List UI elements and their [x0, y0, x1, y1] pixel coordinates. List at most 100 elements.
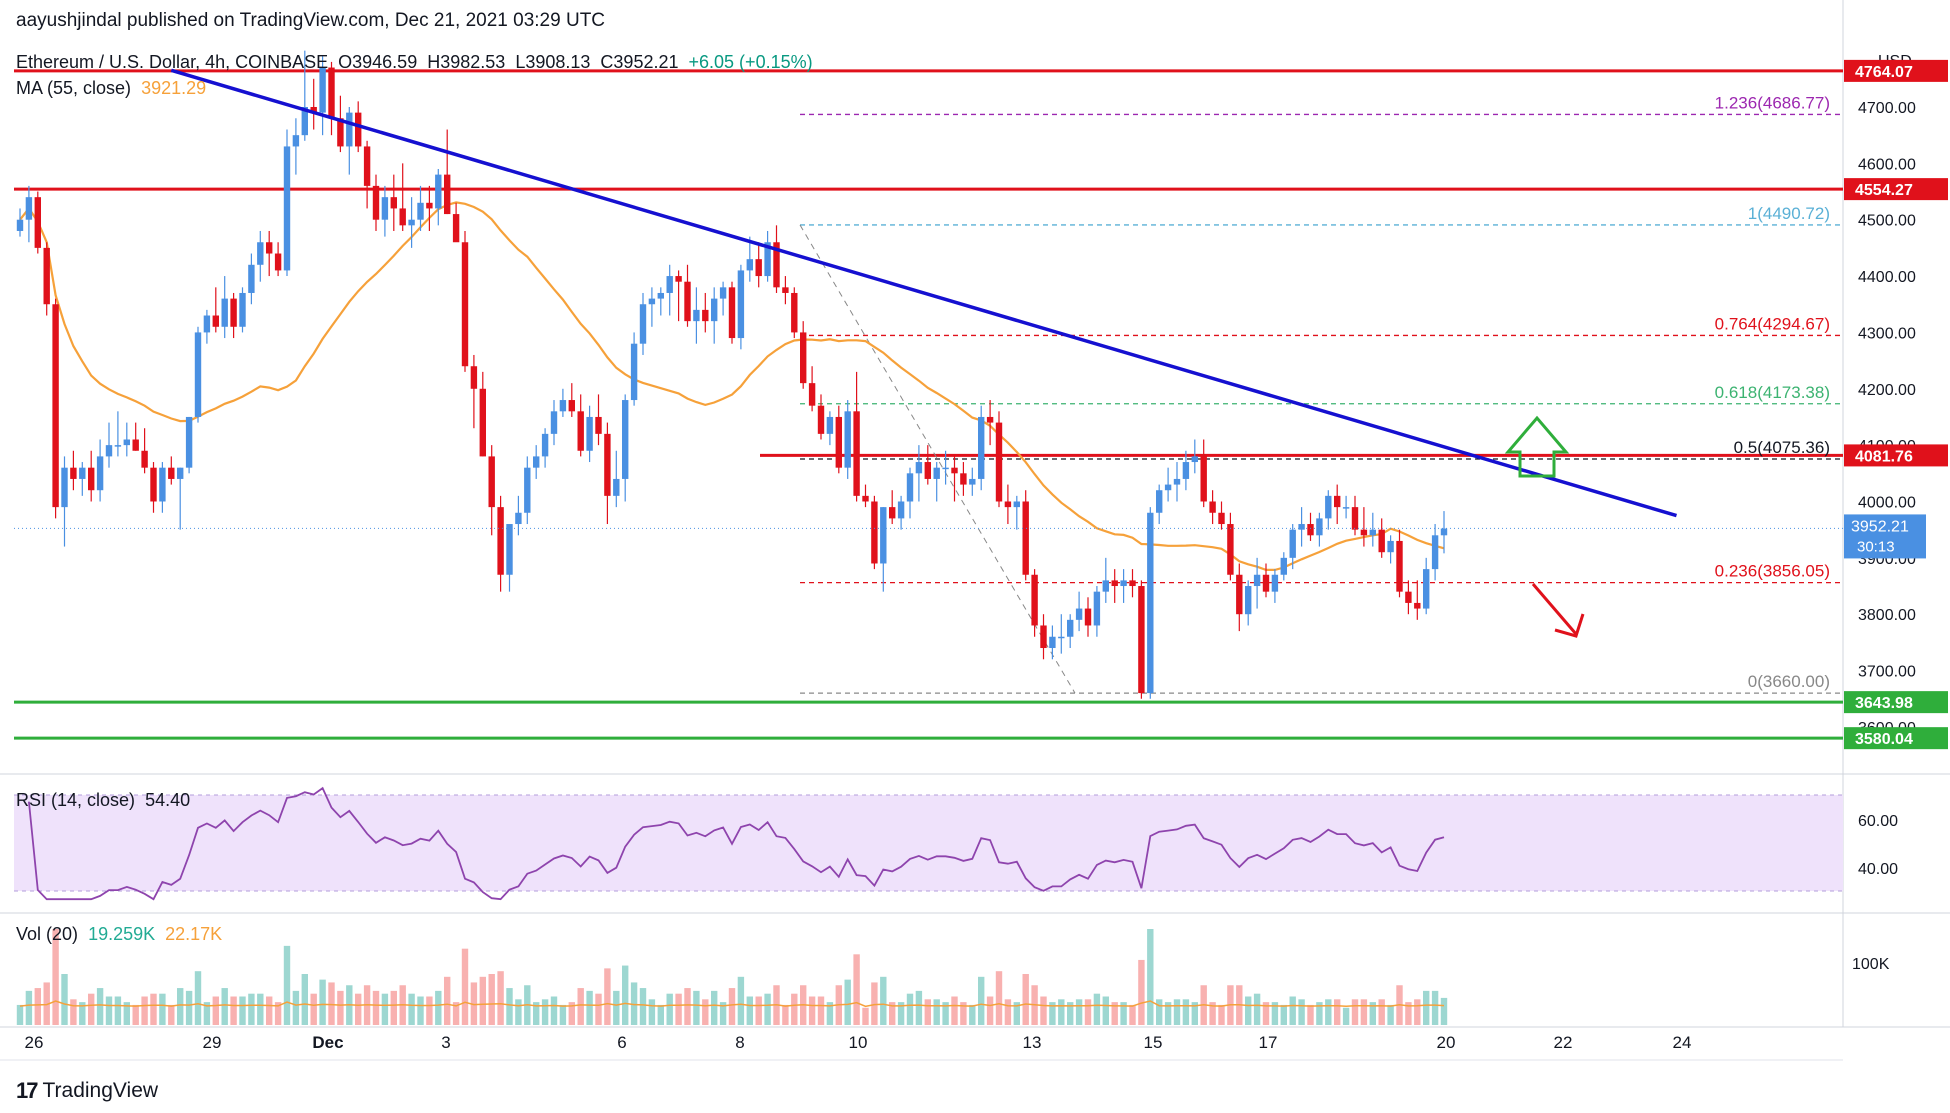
- candle-body: [1369, 529, 1376, 536]
- candle-body: [150, 467, 157, 502]
- volume-bar: [132, 1004, 139, 1025]
- candle-body: [1031, 574, 1038, 626]
- time-tick-label: 26: [25, 1033, 44, 1052]
- candle-body: [1236, 574, 1243, 615]
- candle-body: [426, 202, 433, 209]
- price-tick-label: 4200.00: [1858, 382, 1916, 399]
- volume-bar: [150, 993, 157, 1025]
- level-price-label: 4554.27: [1855, 182, 1913, 199]
- candle-body: [444, 174, 451, 215]
- ma-label: MA (55, close): [16, 78, 132, 98]
- candle-body: [577, 411, 584, 451]
- volume-bar: [906, 993, 914, 1025]
- volume-bar: [1316, 1002, 1323, 1025]
- volume-bar: [808, 996, 816, 1025]
- ma-value: 3921.29: [141, 78, 207, 98]
- volume-bar: [372, 990, 380, 1025]
- volume-bar: [657, 1004, 664, 1025]
- volume-bar: [408, 993, 415, 1025]
- volume-bar: [292, 990, 300, 1025]
- volume-bar: [257, 993, 264, 1025]
- candle-body: [951, 467, 958, 474]
- volume-bar: [604, 968, 611, 1025]
- down-arrow-head: [1554, 613, 1585, 638]
- level-price-label: 4764.07: [1855, 64, 1913, 81]
- candle-body: [800, 332, 807, 384]
- candle-body: [355, 112, 362, 147]
- price-tick-label: 3800.00: [1858, 607, 1916, 624]
- candle-body: [639, 304, 647, 344]
- volume-bar: [622, 965, 629, 1025]
- volume-bar: [283, 945, 291, 1025]
- volume-bar: [568, 1002, 575, 1025]
- volume-bar: [141, 996, 148, 1025]
- fib-level-label: 1(4490.72): [1748, 204, 1830, 223]
- candle-body: [506, 524, 513, 575]
- volume-bar: [1334, 999, 1341, 1025]
- volume-bar: [630, 982, 638, 1025]
- candle-body: [1387, 540, 1394, 553]
- volume-bar: [355, 993, 362, 1025]
- candle-body: [1156, 490, 1163, 513]
- candle-body: [177, 467, 184, 479]
- candle-body: [1280, 557, 1287, 575]
- volume-bar: [1245, 996, 1252, 1025]
- candle-body: [613, 478, 620, 496]
- volume-bar: [1360, 999, 1368, 1025]
- candle-body: [1147, 512, 1154, 694]
- candle-body: [1298, 524, 1305, 530]
- candle-body: [497, 507, 504, 575]
- volume-bar: [16, 1004, 24, 1025]
- volume-bar: [577, 988, 584, 1025]
- candle-body: [132, 439, 139, 451]
- volume-bar: [266, 996, 273, 1025]
- price-tick-label: 4500.00: [1858, 213, 1916, 230]
- candle-body: [524, 467, 531, 513]
- volume-bar: [826, 1002, 834, 1025]
- candle-body: [105, 445, 113, 457]
- volume-bar: [595, 993, 602, 1025]
- price-change: +6.05 (+0.15%): [688, 52, 813, 72]
- time-tick-label: Dec: [312, 1033, 343, 1052]
- fib-level-label: 0.764(4294.67): [1715, 314, 1830, 333]
- candle-body: [897, 501, 905, 519]
- level-price-tag: [1844, 691, 1948, 714]
- volume-bar: [435, 990, 442, 1025]
- volume-bar: [871, 982, 878, 1025]
- rsi-legend[interactable]: RSI (14, close) 54.40: [16, 790, 190, 811]
- candle-body: [34, 197, 41, 248]
- rsi-label: RSI (14, close): [16, 790, 136, 810]
- volume-bar: [924, 999, 931, 1025]
- candle-body: [1093, 591, 1101, 626]
- tradingview-brand[interactable]: 17 TradingView: [16, 1078, 158, 1104]
- candle-body: [248, 264, 255, 293]
- ohlc-high: H3982.53: [427, 52, 506, 72]
- candle-body: [782, 287, 789, 293]
- candle-body: [1075, 608, 1083, 620]
- candle-body: [274, 253, 282, 271]
- volume-bar: [782, 1004, 789, 1025]
- volume-bar: [1013, 1002, 1020, 1025]
- volume-bar: [444, 976, 451, 1025]
- level-price-tag: [1844, 178, 1948, 201]
- candle-body: [675, 276, 682, 282]
- candle-body: [1378, 529, 1385, 553]
- ma-legend[interactable]: MA (55, close) 3921.29: [16, 78, 206, 99]
- price-tick-label: 4300.00: [1858, 325, 1916, 342]
- volume-bar: [1298, 999, 1305, 1025]
- volume-bar: [933, 999, 940, 1025]
- volume-bar: [755, 996, 762, 1025]
- volume-bar: [301, 974, 308, 1025]
- candle-body: [995, 422, 1003, 502]
- volume-legend[interactable]: Vol (20) 19.259K 22.17K: [16, 924, 222, 945]
- volume-bar: [1173, 999, 1181, 1025]
- fib-level-label: 0.5(4075.36): [1734, 438, 1830, 457]
- volume-bar: [889, 1002, 896, 1025]
- volume-bar: [177, 988, 184, 1025]
- candle-body: [1191, 456, 1198, 463]
- volume-bar: [381, 993, 389, 1025]
- volume-bar: [1182, 999, 1190, 1025]
- volume-value: 19.259K: [88, 924, 156, 944]
- fib-level-label: 1.236(4686.77): [1715, 93, 1830, 112]
